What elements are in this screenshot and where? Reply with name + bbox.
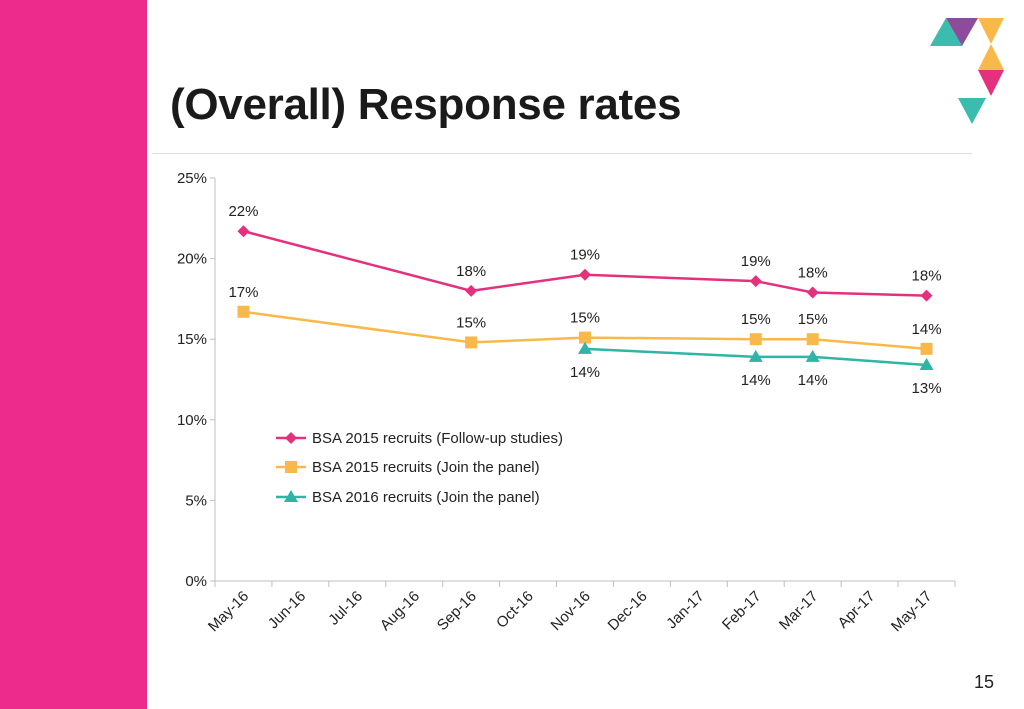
y-tick-label: 5% xyxy=(185,492,207,509)
data-label: 15% xyxy=(570,310,600,327)
data-label: 14% xyxy=(570,364,600,381)
data-point xyxy=(749,275,762,288)
data-label: 15% xyxy=(741,311,771,328)
data-label: 18% xyxy=(456,263,486,280)
x-tick-label: Jun-16 xyxy=(265,588,309,632)
series-line xyxy=(243,229,927,297)
logo-amber-triangle-mid xyxy=(978,44,1004,70)
data-label: 13% xyxy=(912,380,942,397)
x-tick-label: Jul-16 xyxy=(325,588,366,629)
data-label: 19% xyxy=(741,253,771,270)
x-tick-label: Aug-16 xyxy=(377,588,423,634)
data-point xyxy=(237,225,250,238)
x-tick-label: Oct-16 xyxy=(493,588,537,632)
data-label: 15% xyxy=(456,314,486,331)
data-point xyxy=(579,268,591,281)
title-divider xyxy=(152,153,972,154)
x-tick-label: Sep-16 xyxy=(434,588,480,634)
data-label: 14% xyxy=(912,321,942,338)
x-tick-label: Apr-17 xyxy=(835,588,879,632)
x-tick-label: Mar-17 xyxy=(776,588,822,634)
series-line xyxy=(243,310,927,351)
x-tick-label: Jan-17 xyxy=(663,588,707,632)
legend-entry: BSA 2015 recruits (Follow-up studies) xyxy=(312,430,563,447)
y-tick-label: 25% xyxy=(177,170,207,187)
data-label: 15% xyxy=(798,311,828,328)
data-point xyxy=(920,289,933,302)
data-point xyxy=(578,341,592,354)
pink-side-bar xyxy=(0,0,147,709)
slide-title: (Overall) Response rates xyxy=(170,80,682,129)
x-tick-label: Feb-17 xyxy=(719,588,765,634)
data-point xyxy=(806,286,819,299)
x-tick-label: May-17 xyxy=(888,588,935,635)
response-rates-line-chart: 0% 5% 10% 15% 20% 25% May-16 Jun-16 Jul-16 Aug-16… xyxy=(177,170,956,635)
y-tick-label: 0% xyxy=(185,573,207,590)
logo-teal-triangle xyxy=(930,18,962,46)
data-point xyxy=(920,342,933,355)
page-number: 15 xyxy=(974,672,995,692)
y-tick-label: 15% xyxy=(177,331,207,348)
data-point xyxy=(749,333,762,346)
legend-marker xyxy=(285,461,297,473)
data-point xyxy=(805,349,820,362)
y-tick-label: 10% xyxy=(177,412,207,429)
data-label: 22% xyxy=(228,203,258,220)
series-line xyxy=(584,347,927,367)
x-tick-label: Nov-16 xyxy=(548,588,594,634)
x-tick-label: Dec-16 xyxy=(605,588,651,634)
data-point xyxy=(919,357,934,370)
data-label: 19% xyxy=(570,247,600,264)
data-point xyxy=(465,284,478,297)
legend-marker xyxy=(284,490,298,502)
y-tick-label: 20% xyxy=(177,251,207,268)
data-point xyxy=(748,349,763,362)
data-point xyxy=(806,333,819,346)
logo-teal-triangle-bottom xyxy=(958,98,986,124)
data-label: 18% xyxy=(912,268,942,285)
legend-entry: BSA 2015 recruits (Join the panel) xyxy=(312,459,540,476)
data-label: 17% xyxy=(228,284,258,301)
data-point xyxy=(237,305,250,318)
data-label: 18% xyxy=(798,264,828,281)
logo-amber-triangle-top xyxy=(978,18,1004,44)
data-label: 14% xyxy=(798,372,828,389)
x-tick-label: May-16 xyxy=(205,588,252,635)
data-point xyxy=(579,331,591,344)
brand-triangles-logo xyxy=(930,18,1004,124)
data-label: 14% xyxy=(741,372,771,389)
legend-entry: BSA 2016 recruits (Join the panel) xyxy=(312,489,540,506)
data-point xyxy=(465,336,478,349)
logo-pink-triangle xyxy=(978,70,1004,96)
logo-purple-triangle xyxy=(946,18,978,46)
legend-marker xyxy=(285,432,297,444)
